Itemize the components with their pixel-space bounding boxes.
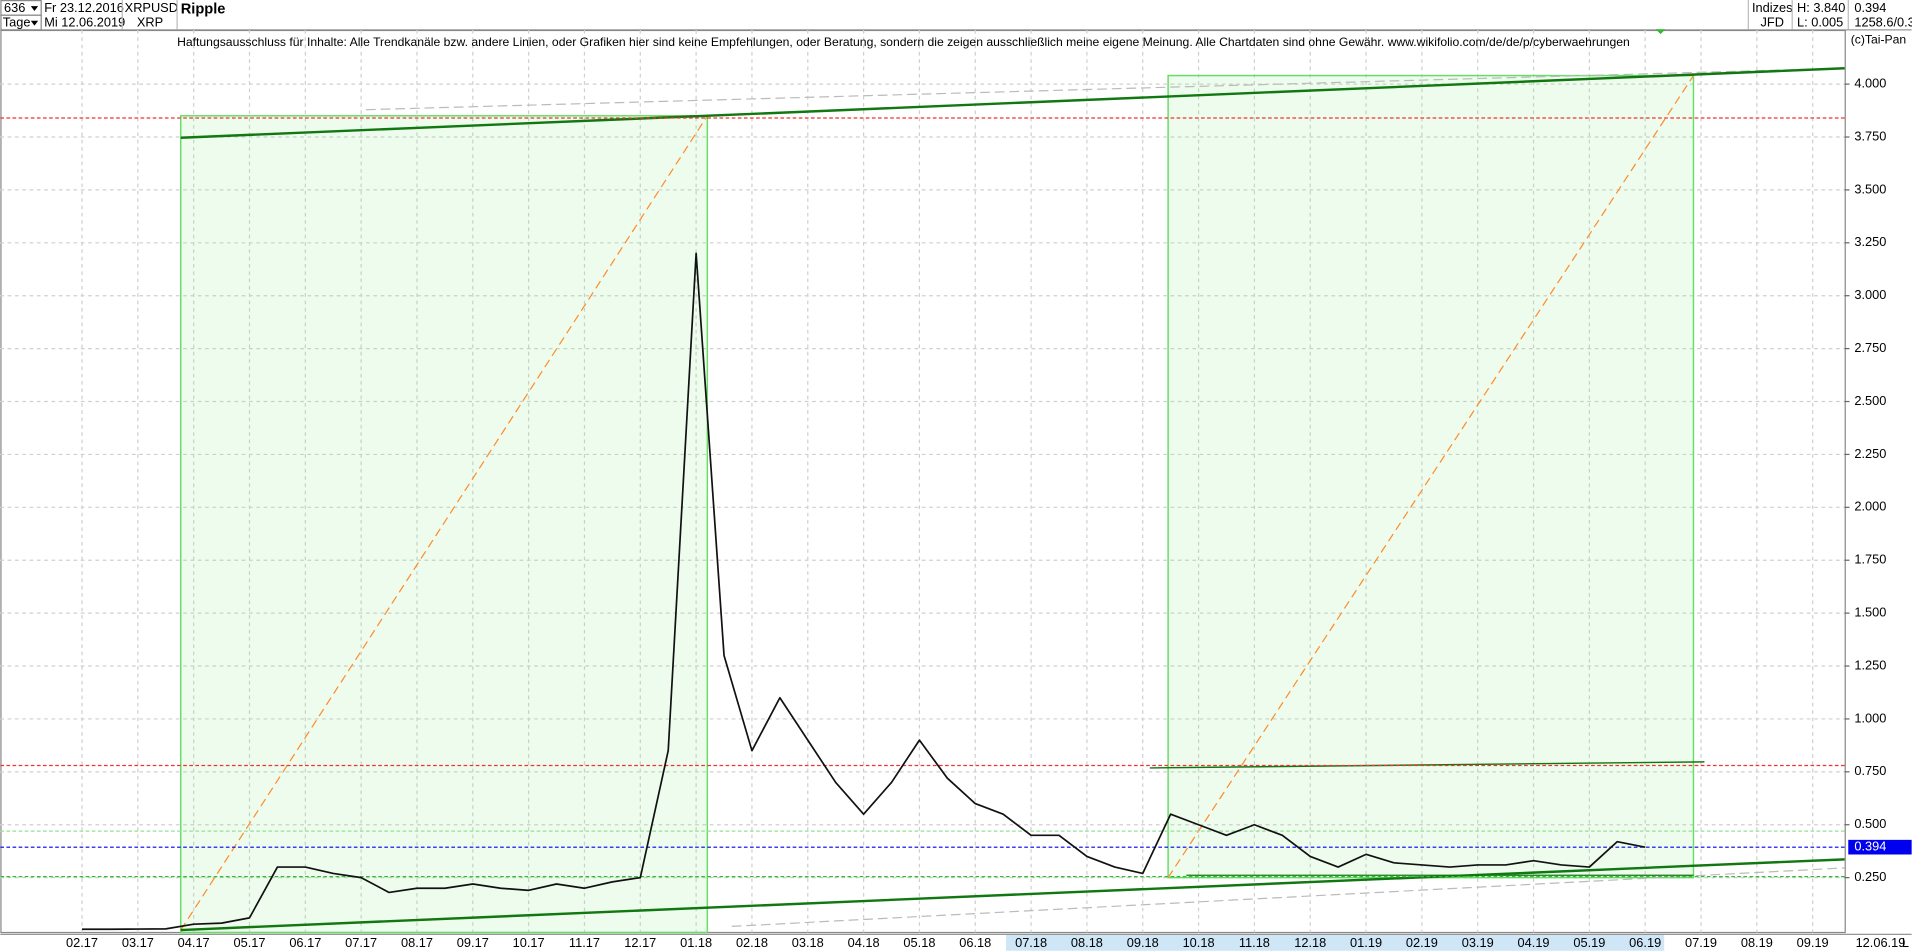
x-tick-label: 04.17 xyxy=(178,935,210,950)
range-highlight xyxy=(1005,934,1665,951)
y-tick-label: 3.000 xyxy=(1854,287,1886,302)
price-line xyxy=(82,252,1646,931)
broker: JFD xyxy=(1761,15,1784,30)
x-tick-label: 09.19 xyxy=(1797,935,1829,950)
marker xyxy=(1655,29,1666,35)
helper-line xyxy=(366,67,1845,111)
diagonal xyxy=(1167,75,1694,878)
x-tick-label: 12.17 xyxy=(624,935,656,950)
price-marker-label: 0.394 xyxy=(1854,839,1886,854)
x-tick-label: 01.19 xyxy=(1350,935,1382,950)
y-tick-label: 1.750 xyxy=(1854,552,1886,567)
x-tick-label: 05.17 xyxy=(234,935,266,950)
copyright: (c)Tai-Pan xyxy=(1851,32,1906,46)
x-tick-label: 06.18 xyxy=(959,935,991,950)
y-tick-label: 2.750 xyxy=(1854,340,1886,355)
y-tick-label: 4.000 xyxy=(1854,75,1886,90)
x-tick-label: 07.18 xyxy=(1015,935,1047,950)
x-tick-label: 08.17 xyxy=(401,935,433,950)
dropdown-arrow[interactable] xyxy=(30,6,39,11)
price-marker xyxy=(1848,839,1912,855)
x-tick-label: 01.18 xyxy=(680,935,712,950)
x-tick-label: 02.18 xyxy=(736,935,768,950)
footer-date: 12.06.19 xyxy=(1856,935,1906,950)
count[interactable]: 636 xyxy=(4,0,25,15)
footer-scale: L xyxy=(1902,935,1909,950)
y-tick-label: 0.750 xyxy=(1854,763,1886,778)
drawings xyxy=(180,29,1845,934)
x-tick-label: 07.19 xyxy=(1685,935,1717,950)
y-tick-label: 1.500 xyxy=(1854,605,1886,620)
plot-frame xyxy=(0,29,1846,934)
helper-line xyxy=(731,867,1845,928)
symbol: XRPUSD xyxy=(125,0,178,15)
x-tick-label: 11.18 xyxy=(1239,935,1270,950)
diagonal xyxy=(180,115,708,931)
y-tick-label: 1.000 xyxy=(1854,710,1886,725)
high: H: 3.840 xyxy=(1797,0,1845,15)
x-tick-label: 02.19 xyxy=(1406,935,1438,950)
trend-line xyxy=(180,858,1845,932)
x-tick-label: 05.18 xyxy=(903,935,935,950)
x-tick-label: 12.18 xyxy=(1294,935,1326,950)
x-tick-label: 04.19 xyxy=(1518,935,1550,950)
currency: XRP xyxy=(137,15,163,30)
y-tick-label: 2.250 xyxy=(1854,446,1886,461)
disclaimer: Haftungsausschluss für Inhalte: Alle Tre… xyxy=(177,35,1630,49)
x-tick-label: 09.17 xyxy=(457,935,489,950)
period[interactable]: Tage xyxy=(3,15,31,30)
trend-line xyxy=(180,67,1845,139)
box xyxy=(1167,74,1695,879)
date-to: Mi 12.06.2019 xyxy=(44,15,125,30)
low: L: 0.005 xyxy=(1797,15,1843,30)
y-tick-label: 1.250 xyxy=(1854,657,1886,672)
y-tick-label: 0.250 xyxy=(1854,869,1886,884)
extra: 1258.6/0.3 xyxy=(1854,15,1912,30)
x-tick-label: 03.18 xyxy=(792,935,824,950)
x-tick-label: 11.17 xyxy=(569,935,600,950)
y-tick-label: 3.750 xyxy=(1854,128,1886,143)
x-tick-label: 10.17 xyxy=(513,935,545,950)
y-tick-label: 2.500 xyxy=(1854,393,1886,408)
market: Indizes xyxy=(1752,0,1793,15)
y-tick-label: 3.500 xyxy=(1854,181,1886,196)
y-tick-label: 0.500 xyxy=(1854,816,1886,831)
date-from: Fr 23.12.2016 xyxy=(44,0,124,15)
x-tick-label: 03.17 xyxy=(122,935,154,950)
x-tick-label: 08.18 xyxy=(1071,935,1103,950)
x-tick-label: 06.19 xyxy=(1629,935,1661,950)
x-tick-label: 08.19 xyxy=(1741,935,1773,950)
y-tick-label: 3.250 xyxy=(1854,234,1886,249)
x-tick-label: 04.18 xyxy=(848,935,880,950)
dropdown-arrow[interactable] xyxy=(30,20,39,26)
x-tick-label: 06.17 xyxy=(289,935,321,950)
x-tick-label: 05.19 xyxy=(1573,935,1605,950)
x-tick-label: 10.18 xyxy=(1183,935,1215,950)
instrument-name: Ripple xyxy=(181,2,226,18)
last: 0.394 xyxy=(1854,0,1886,15)
x-tick-label: 02.17 xyxy=(66,935,98,950)
x-tick-label: 09.18 xyxy=(1127,935,1159,950)
y-tick-label: 2.000 xyxy=(1854,499,1886,514)
x-tick-label: 03.19 xyxy=(1462,935,1494,950)
x-tick-label: 07.17 xyxy=(345,935,377,950)
